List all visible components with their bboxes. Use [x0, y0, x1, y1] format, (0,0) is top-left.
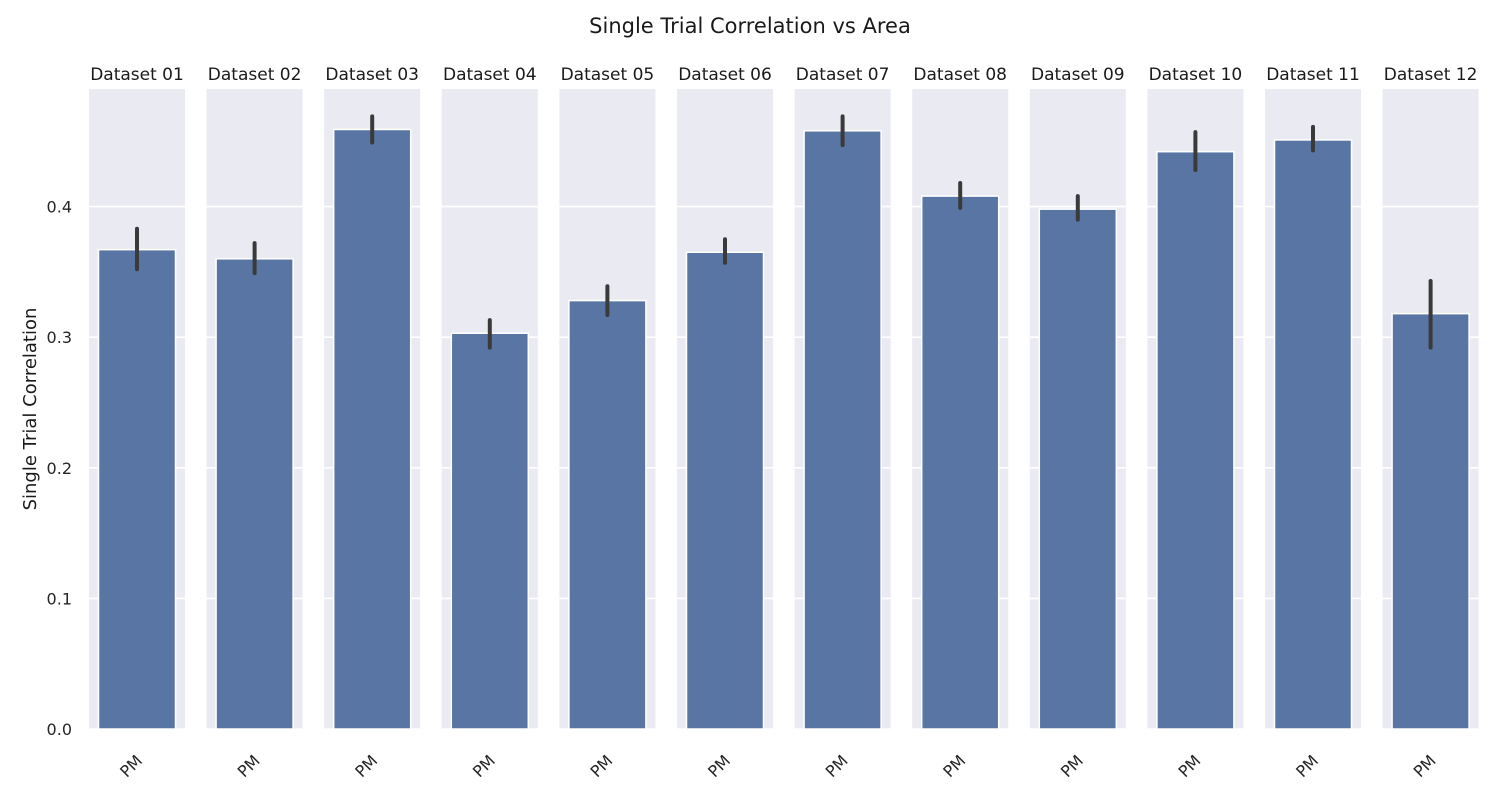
x-tick-label: PM: [116, 751, 146, 781]
panel-02: Dataset 02 PM: [206, 65, 303, 781]
chart-title: Single Trial Correlation vs Area: [589, 14, 911, 38]
bar: [97, 248, 177, 730]
panel-title: Dataset 03: [325, 65, 419, 85]
panel-title: Dataset 07: [796, 65, 890, 85]
bar: [450, 332, 530, 730]
y-tick-label: 0.2: [47, 459, 72, 478]
panel-03: Dataset 03 PM: [324, 65, 421, 781]
panel-title: Dataset 12: [1384, 65, 1478, 85]
panel-05: Dataset 05 PM: [559, 65, 656, 781]
bar: [1391, 312, 1470, 730]
panel-08: Dataset 08 PM: [912, 65, 1009, 781]
bar: [1156, 150, 1235, 730]
panel-10: Dataset 10 PM: [1147, 65, 1244, 781]
bar: [920, 195, 1000, 730]
x-tick-label: PM: [1410, 751, 1440, 781]
y-tick-label: 0.3: [47, 328, 72, 347]
x-tick-label: PM: [1292, 751, 1322, 781]
y-tick-label: 0.1: [47, 589, 72, 608]
x-tick-label: PM: [351, 751, 381, 781]
x-tick-label: PM: [939, 751, 969, 781]
panel-title: Dataset 10: [1149, 65, 1243, 85]
y-axis-label: Single Trial Correlation: [20, 308, 41, 511]
panel-title: Dataset 01: [90, 65, 184, 85]
panel-09: Dataset 09 PM: [1029, 65, 1126, 781]
panel-title: Dataset 04: [443, 65, 537, 85]
x-tick-label: PM: [234, 751, 264, 781]
y-tick-label: 0.0: [47, 720, 72, 739]
bar: [1038, 208, 1118, 730]
x-tick-label: PM: [822, 751, 852, 781]
panel-11: Dataset 11 PM: [1265, 65, 1361, 781]
panel-title: Dataset 06: [678, 65, 772, 85]
panel-01: Dataset 01 PM: [89, 65, 185, 781]
y-tick-label: 0.4: [47, 198, 72, 217]
bar: [215, 258, 294, 730]
panel-04: Dataset 04 PM: [441, 65, 538, 781]
panel-title: Dataset 05: [561, 65, 655, 85]
x-tick-label: PM: [1175, 751, 1205, 781]
panel-12: Dataset 12 PM: [1382, 65, 1479, 781]
x-tick-label: PM: [1057, 751, 1087, 781]
panel-title: Dataset 11: [1266, 65, 1360, 85]
panel-title: Dataset 09: [1031, 65, 1125, 85]
panel-title: Dataset 02: [208, 65, 302, 85]
bar: [568, 299, 647, 730]
bar: [1273, 139, 1353, 730]
panel-title: Dataset 08: [913, 65, 1007, 85]
bar: [332, 128, 412, 730]
panel-07: Dataset 07 PM: [794, 65, 891, 781]
x-tick-label: PM: [704, 751, 734, 781]
x-tick-label: PM: [469, 751, 499, 781]
panel-06: Dataset 06 PM: [677, 65, 773, 781]
bar: [803, 130, 882, 730]
x-tick-label: PM: [587, 751, 617, 781]
bar: [685, 251, 765, 730]
